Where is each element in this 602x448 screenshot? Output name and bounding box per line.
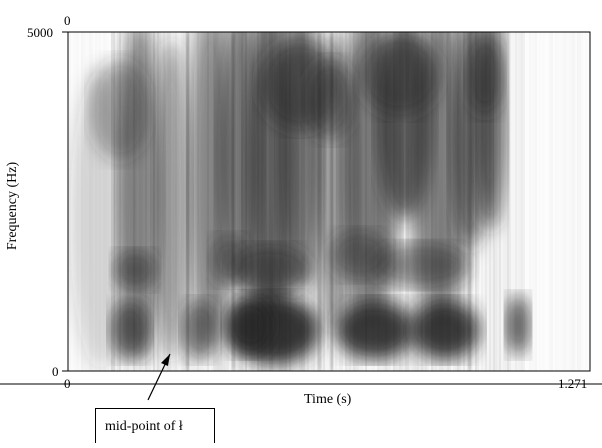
- annotation-callout-box: mid-point of ł: [95, 408, 215, 443]
- x-tick-label-max: 1.271: [558, 376, 588, 391]
- y-tick-label-min: 0: [52, 364, 59, 379]
- y-tick-label-max: 5000: [27, 25, 53, 40]
- y-top-label: 0: [64, 13, 71, 28]
- annotation-arrowhead: [161, 354, 170, 366]
- y-axis-label: Frequency (Hz): [5, 161, 20, 251]
- plot-frame: [67, 31, 591, 372]
- x-axis-label: Time (s): [304, 392, 352, 407]
- x-tick-label-min: 0: [64, 376, 71, 391]
- spectrogram-image: [68, 32, 583, 371]
- annotation-callout-text: mid-point of ł: [105, 419, 183, 434]
